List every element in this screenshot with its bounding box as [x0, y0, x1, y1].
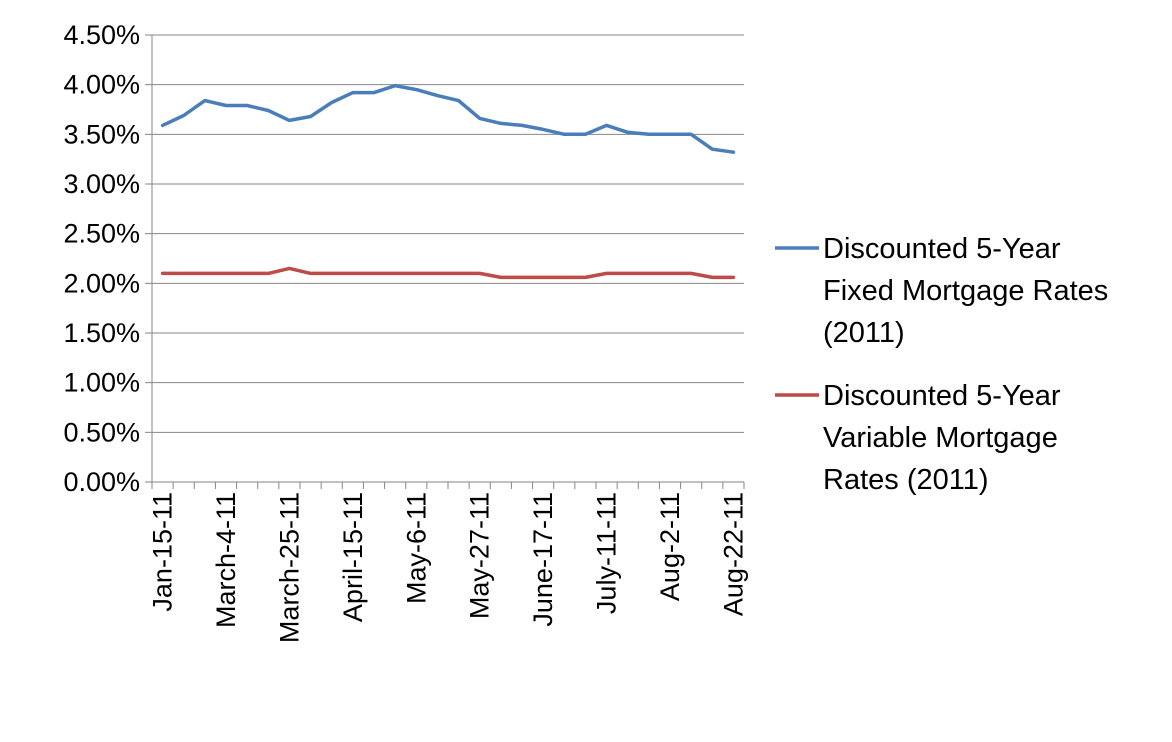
- y-tick-label: 3.00%: [63, 169, 140, 199]
- x-axis-tick-labels: Jan-15-11 March-4-11 March-25-11 April-15-1…: [148, 492, 749, 643]
- x-tick-label: April-15-11: [338, 492, 368, 622]
- legend-label: Fixed Mortgage Rates: [823, 275, 1108, 307]
- y-tick-label: 4.50%: [63, 20, 140, 50]
- series-line-fixed: [160, 83, 736, 154]
- x-tick-label: May-6-11: [401, 492, 431, 604]
- x-tick-label: March-4-11: [211, 492, 241, 628]
- x-tick-label: Aug-2-11: [655, 492, 685, 601]
- series-line-variable: [160, 266, 736, 280]
- x-tick-label: March-25-11: [274, 492, 304, 643]
- axes: [145, 34, 745, 489]
- legend-label: (2011): [823, 317, 905, 349]
- legend: Discounted 5-Year Fixed Mortgage Rates (20…: [775, 233, 1108, 496]
- y-tick-label: 2.50%: [63, 219, 140, 249]
- x-tick-label: July-11-11: [592, 492, 622, 614]
- y-axis-tick-labels: 0.00% 0.50% 1.00% 1.50% 2.00% 2.50% 3.00% 3.50%…: [63, 20, 140, 497]
- y-tick-label: 1.00%: [63, 368, 140, 398]
- y-tick-label: 1.50%: [63, 318, 140, 348]
- x-tick-label: Aug-22-11: [718, 492, 748, 616]
- y-tick-label: 0.50%: [63, 417, 140, 447]
- gridlines: [152, 34, 744, 433]
- x-tick-label: June-17-11: [528, 492, 558, 627]
- x-tick-label: May-27-11: [465, 492, 495, 619]
- legend-label: Discounted 5-Year: [823, 233, 1061, 265]
- legend-label: Discounted 5-Year: [823, 380, 1061, 412]
- y-tick-label: 3.50%: [63, 119, 140, 149]
- y-tick-label: 4.00%: [63, 70, 140, 100]
- y-tick-label: 0.00%: [63, 467, 140, 497]
- legend-label: Rates (2011): [823, 464, 989, 496]
- series-lines: [160, 83, 736, 280]
- legend-label: Variable Mortgage: [823, 422, 1058, 454]
- x-tick-label: Jan-15-11: [148, 492, 178, 612]
- y-tick-label: 2.00%: [63, 268, 140, 298]
